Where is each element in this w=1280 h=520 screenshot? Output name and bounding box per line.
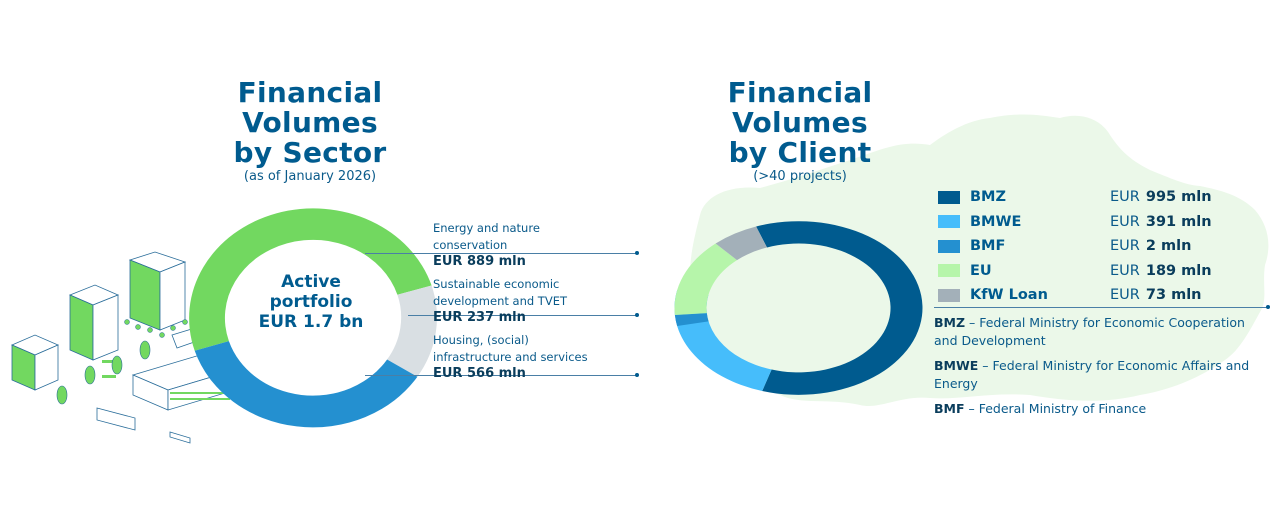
sector-value: EUR 889 mln [433,254,526,269]
sector-label: infrastructure and services [433,350,588,364]
leader-line-energy [365,251,639,255]
legend-name: EU [970,262,992,279]
legend-value: 2 mln [1145,238,1192,255]
segment-eu [674,243,737,315]
glossary-text: – Federal Ministry for Economic Cooperat… [934,315,1245,348]
legend-currency: EUR [1110,238,1140,255]
client-legend: BMZ EUR 995 mln BMWE EUR 391 mln BMF EUR… [938,185,1258,308]
sector-label: Housing, (social) [433,333,529,347]
title-line: by Client [728,136,872,169]
sector-label: Energy and nature [433,221,540,235]
donut-center-label: Active portfolio EUR 1.7 bn [226,272,396,332]
sector-labels: Energy and nature conservation EUR 889 m… [433,220,643,382]
legend-swatch [938,239,960,253]
client-chart-title: Financial Volumes by Client (>40 project… [685,78,915,185]
segment-kfw [715,226,767,261]
sector-item-energy: Energy and nature conservation EUR 889 m… [433,220,643,270]
sector-chart-subtitle: (as of January 2026) [243,169,377,184]
center-total: EUR 1.7 bn [258,312,364,332]
legend-swatch [938,190,960,204]
legend-item-eu: EU EUR 189 mln [938,259,1258,284]
legend-item-bmz: BMZ EUR 995 mln [938,185,1258,210]
legend-value: 189 mln [1145,262,1212,279]
sector-value: EUR 566 mln [433,366,526,381]
title-line: Volumes [242,106,378,139]
legend-name: BMF [970,238,1006,255]
center-line: Active [281,272,341,292]
segment-tvet [387,285,437,377]
leader-line-tvet [408,313,639,317]
client-donut-chart [674,221,923,395]
legend-currency: EUR [1110,189,1140,206]
center-line: portfolio [269,292,353,312]
segment-housing [194,341,418,428]
glossary-item-bmwe: BMWE – Federal Ministry for Economic Aff… [934,357,1264,393]
client-chart-subtitle: (>40 projects) [753,169,847,184]
glossary-text: – Federal Ministry for Economic Affairs … [934,358,1250,391]
title-line: Financial [237,76,383,109]
title-line: Volumes [732,106,868,139]
sector-label: development and TVET [433,294,567,308]
legend-currency: EUR [1110,213,1140,230]
glossary-abbr: BMZ [934,315,966,330]
title-line: by Sector [233,136,387,169]
legend-swatch [938,288,960,302]
sector-chart-title: Financial Volumes by Sector (as of Janua… [195,78,425,185]
glossary-item-bmf: BMF – Federal Ministry of Finance [934,400,1264,418]
legend-value: 73 mln [1145,287,1202,304]
legend-currency: EUR [1110,287,1140,304]
sector-label: Sustainable economic [433,277,560,291]
legend-name: KfW Loan [970,287,1048,304]
legend-value: 995 mln [1145,189,1212,206]
legend-value: 391 mln [1145,213,1212,230]
legend-name: BMZ [970,189,1006,206]
segment-bmz [756,221,923,395]
legend-swatch [938,264,960,278]
glossary-item-bmz: BMZ – Federal Ministry for Economic Coop… [934,314,1264,350]
legend-currency: EUR [1110,262,1140,279]
sector-item-housing: Housing, (social) infrastructure and ser… [433,332,643,382]
title-line: Financial [727,76,873,109]
segment-energy [189,208,432,351]
legend-item-bmwe: BMWE EUR 391 mln [938,210,1258,235]
legend-item-kfw-loan: KfW Loan EUR 73 mln [938,283,1258,308]
sector-label: conservation [433,238,508,252]
leader-line-housing [365,373,639,377]
glossary-text: – Federal Ministry of Finance [964,401,1147,416]
legend-item-bmf: BMF EUR 2 mln [938,234,1258,259]
segment-bmf [674,313,709,327]
sector-item-tvet: Sustainable economic development and TVE… [433,276,643,326]
legend-swatch [938,215,960,229]
abbreviation-glossary: BMZ – Federal Ministry for Economic Coop… [934,314,1264,425]
glossary-abbr: BMF [934,401,965,416]
glossary-abbr: BMWE [934,358,979,373]
sector-value: EUR 237 mln [433,310,526,325]
sector-donut-chart [189,208,437,428]
legend-divider [934,305,1270,309]
legend-name: BMWE [970,213,1022,230]
